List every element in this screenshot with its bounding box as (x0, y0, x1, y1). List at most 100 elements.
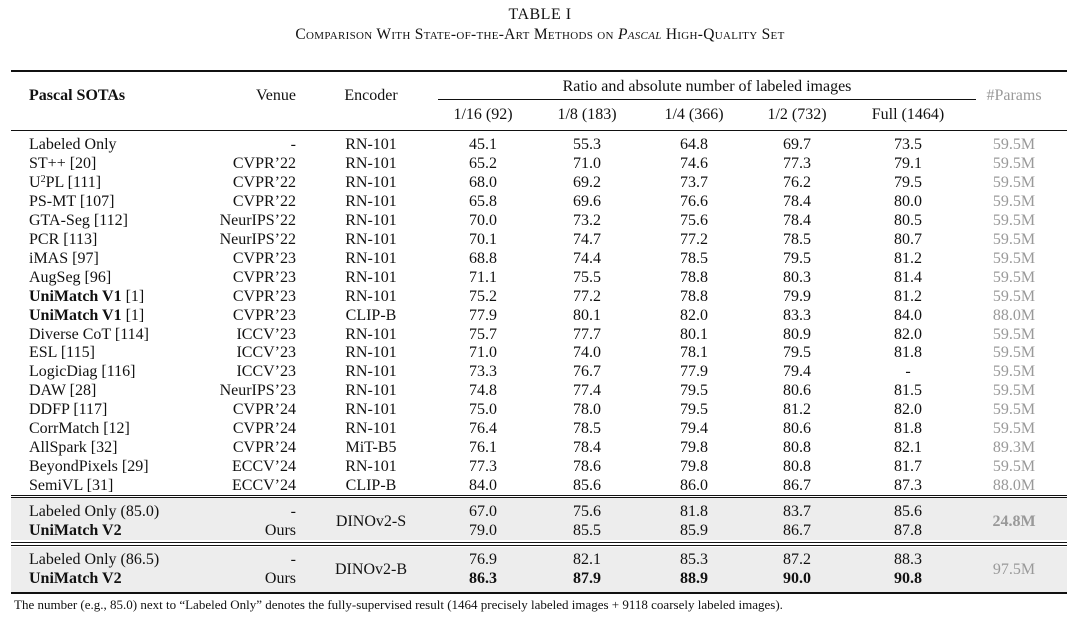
encoder: RN-101 (345, 212, 397, 229)
venue: CVPR’22 (232, 155, 296, 172)
encoder: RN-101 (345, 155, 397, 172)
venue: - (290, 503, 296, 520)
column-header-split: 1/4 (366) (664, 106, 724, 123)
result-value: 77.9 (469, 307, 497, 324)
result-value: 80.1 (680, 326, 708, 343)
result-value: 86.7 (783, 522, 811, 539)
venue: CVPR’23 (232, 288, 296, 305)
method-name: Labeled Only (85.0) (29, 503, 160, 520)
method-name: PCR [113] (29, 231, 98, 248)
result-value: 84.0 (894, 307, 922, 324)
params: 24.8M (992, 513, 1036, 530)
venue: ICCV’23 (236, 363, 296, 380)
result-value: 78.5 (680, 250, 708, 267)
result-value: 86.0 (680, 477, 708, 494)
column-header-encoder: Encoder (344, 87, 398, 104)
venue: NeurIPS’23 (219, 382, 296, 399)
result-value: 73.5 (894, 136, 922, 153)
method-name: Diverse CoT [114] (29, 326, 149, 343)
result-value: 76.1 (469, 439, 497, 456)
result-value: 81.8 (894, 420, 922, 437)
method-name: ESL [115] (29, 344, 95, 361)
result-value: 81.4 (894, 269, 922, 286)
result-value: 68.8 (469, 250, 497, 267)
result-value: 79.8 (680, 439, 708, 456)
result-value: 79.5 (680, 382, 708, 399)
result-value: 87.3 (894, 477, 922, 494)
result-value: 75.6 (680, 212, 708, 229)
method-name: GTA-Seg [112] (29, 212, 128, 229)
encoder: RN-101 (345, 363, 397, 380)
params: 59.5M (992, 269, 1036, 286)
result-value: 80.6 (783, 382, 811, 399)
result-value: 81.7 (894, 458, 922, 475)
result-value: 81.2 (894, 250, 922, 267)
encoder: RN-101 (345, 420, 397, 437)
result-value: 79.9 (783, 288, 811, 305)
result-value: 65.8 (469, 193, 497, 210)
venue: ECCV’24 (232, 477, 296, 494)
encoder: DINOv2-B (335, 561, 407, 578)
result-value: 82.0 (680, 307, 708, 324)
venue: ICCV’23 (236, 326, 296, 343)
result-value: 77.3 (469, 458, 497, 475)
method-name: UniMatch V2 (29, 570, 122, 587)
params: 97.5M (992, 561, 1036, 578)
result-value: 85.5 (573, 522, 601, 539)
result-value: 87.2 (783, 551, 811, 568)
encoder: RN-101 (345, 326, 397, 343)
method-name: LogicDiag [116] (29, 363, 136, 380)
result-value: 73.3 (469, 363, 497, 380)
params: 59.5M (992, 382, 1036, 399)
result-value: 78.0 (573, 401, 601, 418)
method-name: SemiVL [31] (29, 477, 114, 494)
result-value: 79.1 (894, 155, 922, 172)
result-value: 76.9 (469, 551, 497, 568)
result-value: 75.7 (469, 326, 497, 343)
result-value: 80.3 (783, 269, 811, 286)
params: 59.5M (992, 136, 1036, 153)
result-value: 88.3 (894, 551, 922, 568)
params: 88.0M (992, 477, 1036, 494)
encoder: MiT-B5 (345, 439, 397, 456)
table-title: Comparison With State-of-the-Art Methods… (295, 26, 785, 43)
result-value: - (905, 363, 911, 380)
result-value: 45.1 (469, 136, 497, 153)
result-value: 85.9 (680, 522, 708, 539)
column-header-split: 1/16 (92) (453, 106, 513, 123)
result-value: 69.7 (783, 136, 811, 153)
method-name: CorrMatch [12] (29, 420, 130, 437)
result-value: 88.9 (680, 570, 708, 587)
venue: - (290, 551, 296, 568)
method-name: Labeled Only (86.5) (29, 551, 160, 568)
result-value: 76.4 (469, 420, 497, 437)
result-value: 78.1 (680, 344, 708, 361)
method-name: AllSpark [32] (29, 439, 118, 456)
column-header-split: 1/8 (183) (557, 106, 617, 123)
params: 59.5M (992, 193, 1036, 210)
column-header-params: #Params (986, 87, 1042, 104)
result-value: 78.5 (783, 231, 811, 248)
method-name: UniMatch V2 (29, 522, 122, 539)
venue: CVPR’22 (232, 174, 296, 191)
column-header-method: Pascal SOTAs (29, 87, 126, 104)
highlight-band (11, 497, 1067, 540)
method-name: Labeled Only (29, 136, 117, 153)
params: 59.5M (992, 174, 1036, 191)
params: 88.0M (992, 307, 1036, 324)
result-value: 79.0 (469, 522, 497, 539)
table-rule (11, 495, 1067, 496)
result-value: 77.7 (573, 326, 601, 343)
result-value: 74.7 (573, 231, 601, 248)
column-header-venue: Venue (256, 87, 296, 104)
result-value: 80.7 (894, 231, 922, 248)
result-value: 81.5 (894, 382, 922, 399)
result-value: 79.5 (783, 250, 811, 267)
method-name: DDFP [117] (29, 401, 108, 418)
venue: CVPR’22 (232, 193, 296, 210)
params: 59.5M (992, 363, 1036, 380)
venue: CVPR’23 (232, 250, 296, 267)
method-name: DAW [28] (29, 382, 97, 399)
result-value: 80.8 (783, 458, 811, 475)
result-value: 79.4 (783, 363, 811, 380)
